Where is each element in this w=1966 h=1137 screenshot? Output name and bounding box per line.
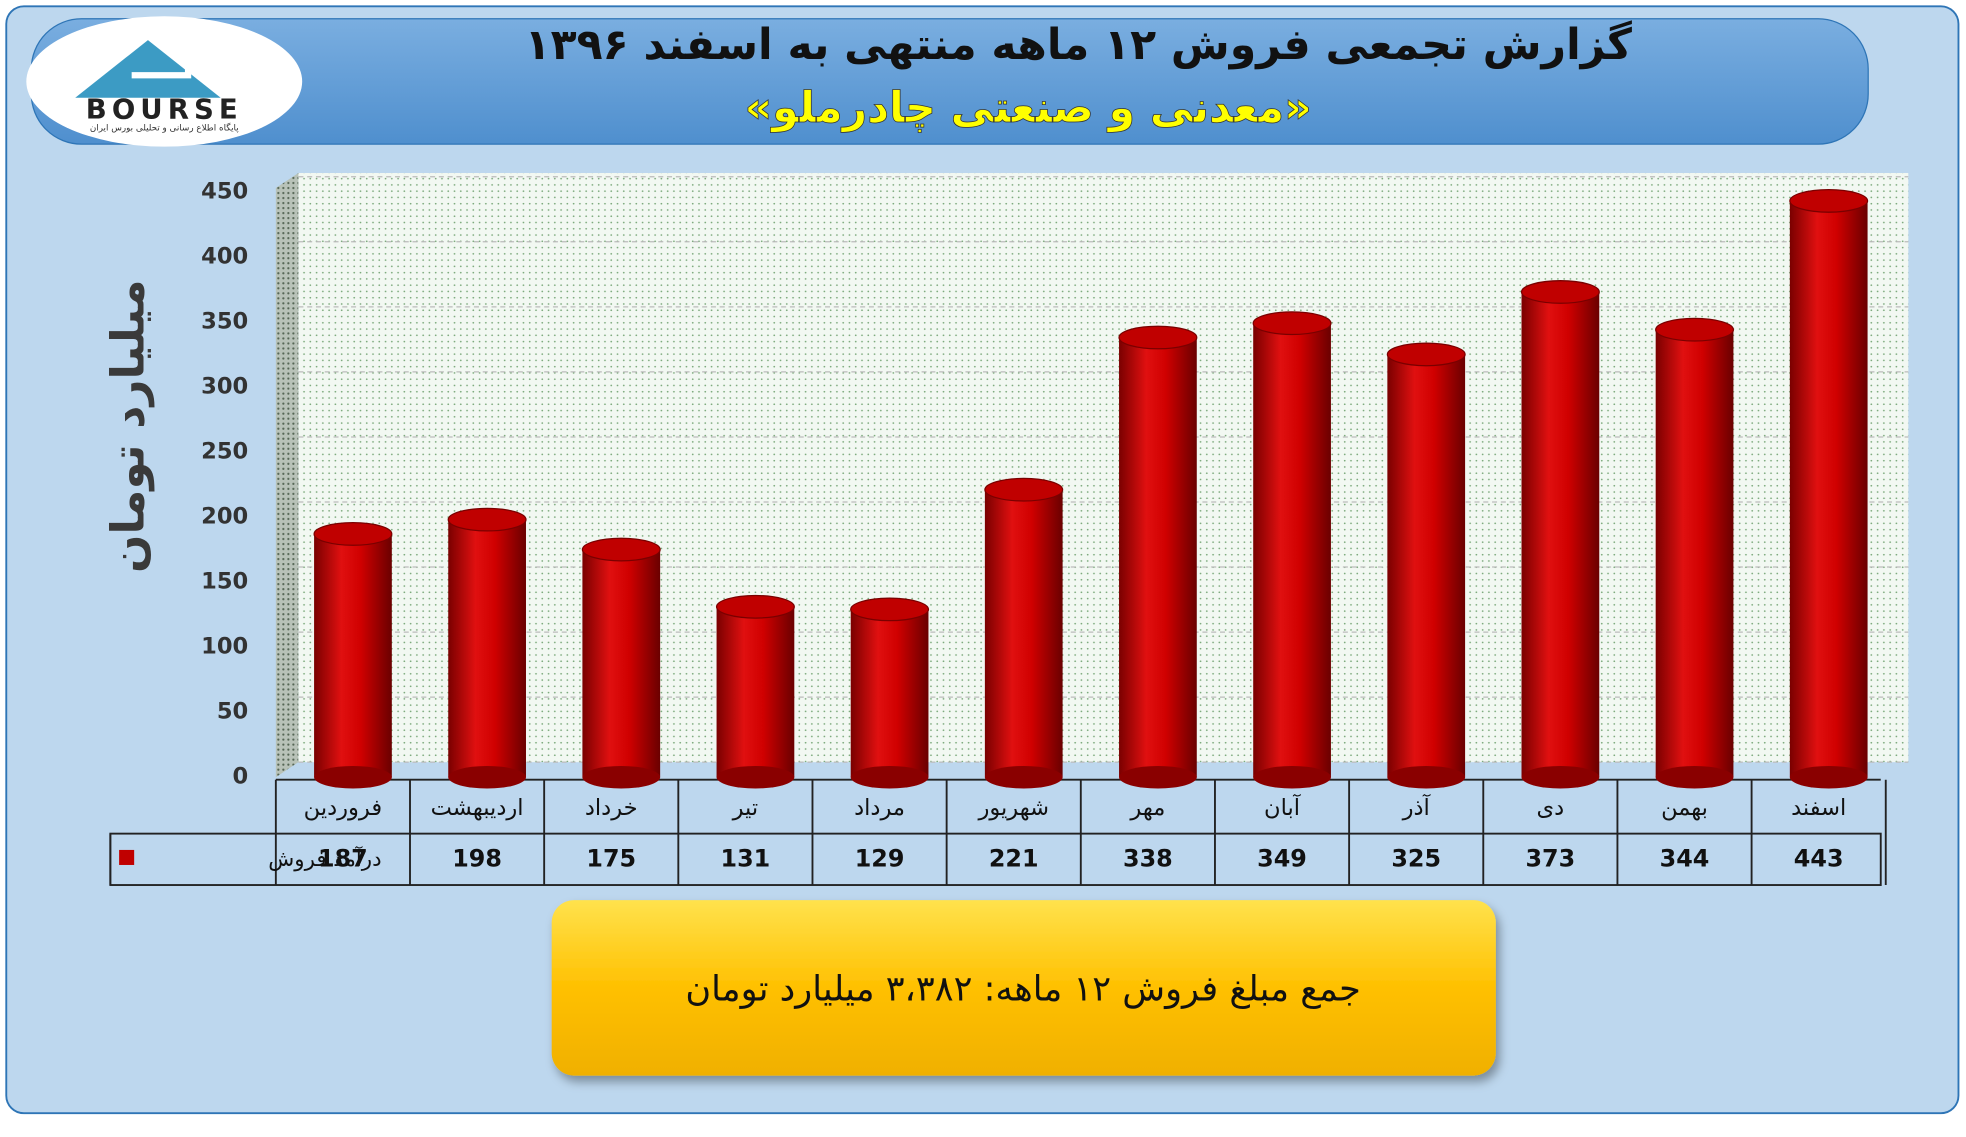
bar-base xyxy=(984,765,1063,789)
summary-box xyxy=(551,900,1496,1076)
bar-base xyxy=(1253,765,1331,789)
legend-swatch xyxy=(119,849,135,865)
data-label: 129 xyxy=(855,844,905,872)
y-tick-label: 100 xyxy=(201,634,248,660)
data-label: 175 xyxy=(586,844,636,872)
x-tick-label: خرداد xyxy=(585,795,638,821)
bar-top xyxy=(850,597,930,622)
bar-base xyxy=(1387,765,1466,789)
bar xyxy=(1789,200,1868,778)
x-tick-label: تیر xyxy=(732,795,759,821)
x-tick-label: شهریور xyxy=(977,795,1049,821)
bar-base xyxy=(1789,765,1868,789)
logo-tagline: پایگاه اطلاع رسانی و تحلیلی بورس ایران xyxy=(90,122,239,133)
bar xyxy=(314,533,392,778)
x-tick-label: بهمن xyxy=(1661,795,1708,821)
data-label: 325 xyxy=(1391,844,1441,872)
bar-top xyxy=(313,522,393,546)
data-label: 131 xyxy=(721,844,771,872)
data-label: 198 xyxy=(452,844,502,872)
bar-base xyxy=(716,765,795,789)
y-axis-label: میلیارد تومان xyxy=(102,279,155,573)
bar-base xyxy=(582,765,661,789)
bar-top xyxy=(1118,325,1198,350)
x-tick-label: اردیبهشت xyxy=(431,795,524,821)
bar-base xyxy=(1119,765,1197,789)
logo: BOURSE پایگاه اطلاع رسانی و تحلیلی بورس … xyxy=(26,16,303,147)
y-tick-label: 150 xyxy=(201,569,248,595)
chart-subtitle: «معدنی و صنعتی چادرملو» xyxy=(745,83,1312,133)
bar xyxy=(716,606,795,778)
bar-base xyxy=(850,765,929,789)
data-label: 221 xyxy=(989,844,1039,872)
bar-top xyxy=(581,537,661,562)
bar-base xyxy=(448,765,526,789)
bar-top xyxy=(447,507,527,532)
bar-base xyxy=(1521,765,1600,789)
bar-top xyxy=(1386,342,1466,367)
data-label: 187 xyxy=(318,844,368,872)
bar xyxy=(984,489,1063,778)
chart-title: گزارش تجمعی فروش ۱۲ ماهه منتهی به اسفند … xyxy=(525,20,1633,70)
bar xyxy=(1655,329,1734,778)
bar xyxy=(1119,337,1197,778)
legend-label: درآمد فروش xyxy=(268,845,381,872)
bar xyxy=(1521,291,1600,778)
bar xyxy=(1253,323,1331,778)
y-tick-label: 350 xyxy=(201,308,248,334)
bar-top xyxy=(1655,317,1735,342)
bar-top xyxy=(984,477,1064,502)
data-label: 344 xyxy=(1660,844,1710,872)
summary-text: جمع مبلغ فروش ۱۲ ماهه: ۳،۳۸۲ میلیارد توم… xyxy=(685,968,1361,1009)
y-tick-label: 450 xyxy=(201,178,248,204)
bar xyxy=(582,549,661,778)
bar-top xyxy=(1520,280,1600,304)
bar-top xyxy=(1252,311,1332,336)
logo-name: BOURSE xyxy=(86,92,243,125)
x-tick-label: آذر xyxy=(1402,793,1432,821)
y-tick-label: 50 xyxy=(217,699,248,725)
x-tick-label: دی xyxy=(1537,795,1565,821)
y-tick-label: 400 xyxy=(201,243,248,269)
x-tick-label: اسفند xyxy=(1791,795,1846,821)
side-wall xyxy=(275,172,299,778)
bar xyxy=(448,519,526,778)
plot-area xyxy=(298,172,1909,763)
data-label: 443 xyxy=(1794,844,1844,872)
x-tick-label: مهر xyxy=(1129,795,1165,821)
bar xyxy=(1387,354,1466,778)
y-tick-label: 250 xyxy=(201,438,248,464)
bar-base xyxy=(314,765,392,789)
bar-top xyxy=(1789,188,1869,213)
x-tick-label: مرداد xyxy=(854,795,905,821)
bar xyxy=(850,609,929,778)
bar-base xyxy=(1655,765,1734,789)
y-tick-label: 0 xyxy=(233,764,249,790)
bar-top xyxy=(715,594,795,619)
y-tick-label: 300 xyxy=(201,373,248,399)
x-tick-label: فروردین xyxy=(304,795,382,821)
y-tick-label: 200 xyxy=(201,504,248,530)
data-label: 349 xyxy=(1257,844,1307,872)
data-label: 338 xyxy=(1123,844,1173,872)
data-label: 373 xyxy=(1525,844,1575,872)
x-tick-label: آبان xyxy=(1264,793,1302,821)
